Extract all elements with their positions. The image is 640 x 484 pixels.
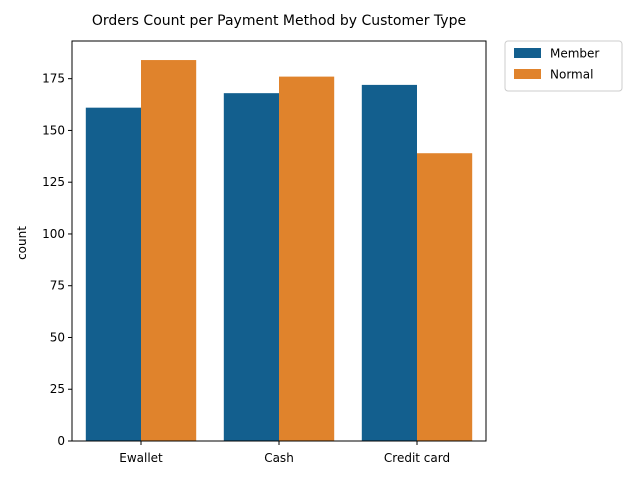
y-tick-label: 125 bbox=[42, 175, 65, 189]
plot-frame bbox=[71, 40, 487, 442]
bars-layer bbox=[85, 60, 473, 442]
y-tick-label: 175 bbox=[42, 72, 65, 86]
bar-normal-credit-card bbox=[417, 153, 473, 441]
legend-swatch-normal bbox=[514, 69, 541, 79]
bar-member-credit-card bbox=[361, 84, 417, 441]
legend-swatch-member bbox=[514, 48, 541, 58]
legend-label-member: Member bbox=[550, 47, 599, 61]
y-tick-label: 25 bbox=[50, 382, 65, 396]
y-tick-label: 100 bbox=[42, 227, 65, 241]
x-tick-label: Ewallet bbox=[119, 451, 163, 465]
x-axis-ticks: Ewallet Cash Credit card bbox=[119, 441, 450, 465]
y-tick-label: 75 bbox=[50, 279, 65, 293]
y-tick-label: 150 bbox=[42, 123, 65, 137]
y-tick-label: 50 bbox=[50, 330, 65, 344]
y-axis-ticks: 0 25 50 75 100 125 150 175 bbox=[42, 72, 72, 448]
bar-member-cash bbox=[223, 93, 279, 442]
bar-normal-ewallet bbox=[141, 60, 197, 442]
bar-normal-cash bbox=[279, 76, 335, 442]
legend: Member Normal bbox=[504, 40, 623, 92]
bar-member-ewallet bbox=[85, 107, 141, 442]
x-tick-label: Cash bbox=[264, 451, 294, 465]
y-tick-label: 0 bbox=[57, 434, 65, 448]
y-axis-label: count bbox=[15, 226, 29, 260]
legend-label-normal: Normal bbox=[550, 68, 593, 82]
chart-title: Orders Count per Payment Method by Custo… bbox=[92, 13, 466, 29]
x-tick-label: Credit card bbox=[384, 451, 450, 465]
